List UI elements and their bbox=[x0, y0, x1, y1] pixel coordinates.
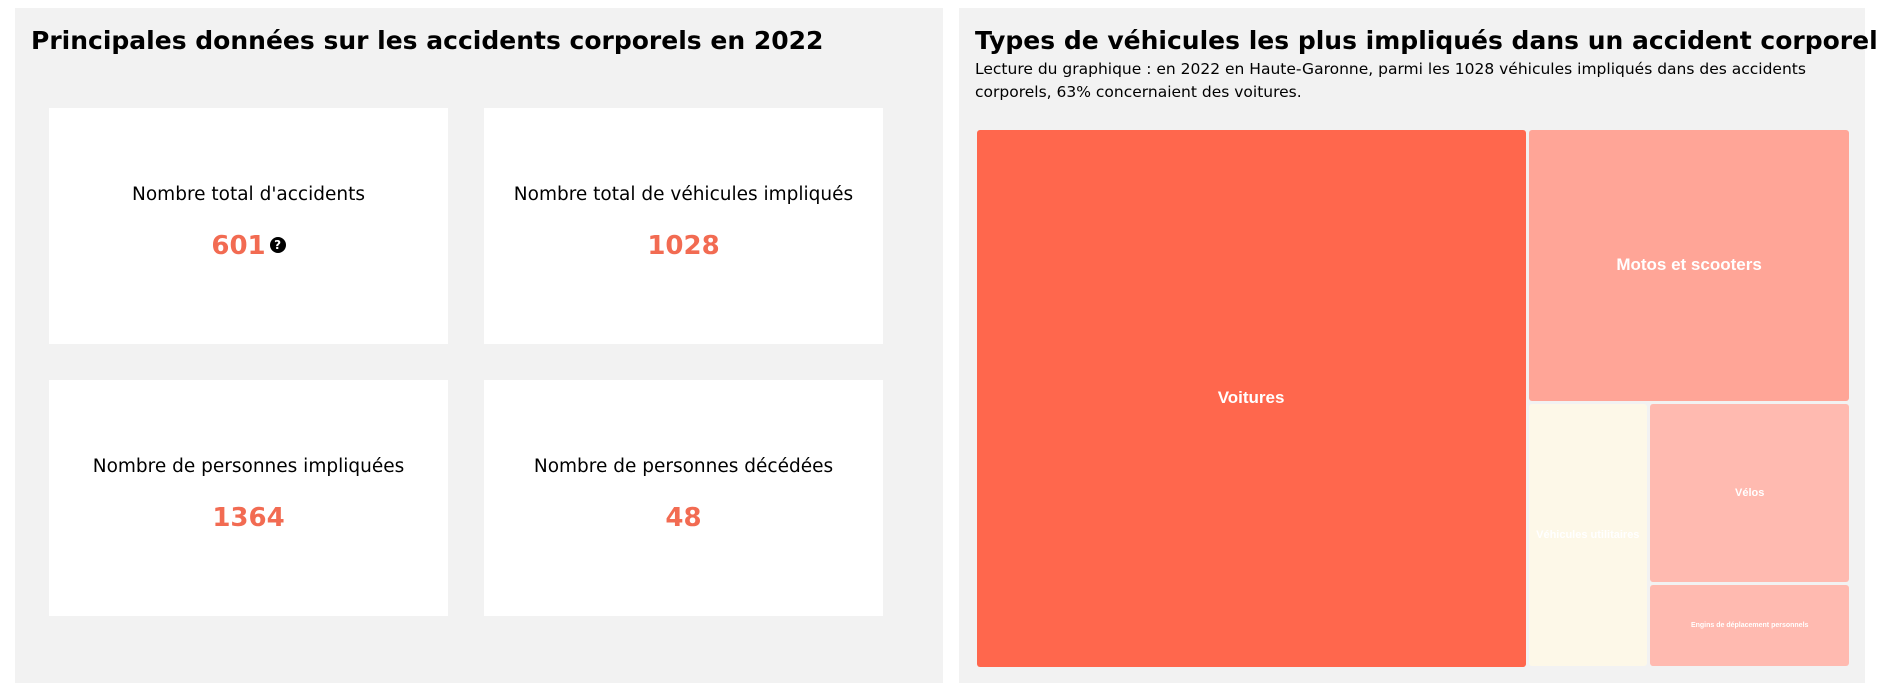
treemap-tile-label: Véhicules utilitaires bbox=[1536, 529, 1640, 542]
chart-title: Types de véhicules les plus impliqués da… bbox=[975, 26, 1878, 55]
treemap-tile-velos[interactable]: Vélos bbox=[1649, 403, 1850, 583]
kpi-value: 601 bbox=[211, 231, 266, 261]
key-figures-title: Principales données sur les accidents co… bbox=[31, 26, 824, 55]
treemap-tile-label: Motos et scooters bbox=[1616, 255, 1762, 275]
kpi-value-row: 48 bbox=[484, 503, 883, 533]
kpi-card-persons-deceased: Nombre de personnes décédées 48 bbox=[484, 380, 883, 616]
kpi-card-persons-involved: Nombre de personnes impliquées 1364 bbox=[49, 380, 448, 616]
treemap-tile-label: Voitures bbox=[1217, 388, 1285, 407]
treemap-tile-label: Engins de déplacement personnels bbox=[1690, 622, 1809, 630]
question-circle-icon[interactable]: ? bbox=[269, 237, 286, 253]
kpi-card-total-vehicles: Nombre total de véhicules impliqués 1028 bbox=[484, 108, 883, 344]
kpi-label: Nombre total d'accidents bbox=[132, 184, 365, 205]
vehicle-types-treemap: Voitures Motos et scooters Véhicules utili… bbox=[975, 128, 1851, 668]
kpi-card-total-accidents: Nombre total d'accidents 601? bbox=[49, 108, 448, 344]
kpi-label: Nombre de personnes impliquées bbox=[92, 456, 405, 477]
kpi-value: 1364 bbox=[212, 503, 285, 533]
kpi-label: Nombre total de véhicules impliqués bbox=[513, 184, 854, 205]
kpi-value: 1028 bbox=[647, 231, 720, 261]
kpi-value-row: 1364 bbox=[49, 503, 448, 533]
treemap-tile-voitures[interactable]: Voitures bbox=[976, 129, 1526, 667]
treemap-tile-engins-de-deplacement-personnels[interactable]: Engins de déplacement personnels bbox=[1649, 585, 1850, 667]
vehicle-types-panel: Types de véhicules les plus impliqués da… bbox=[959, 8, 1878, 683]
treemap-tile-label: Vélos bbox=[1735, 487, 1765, 500]
kpi-value-row: 1028 bbox=[484, 231, 883, 261]
key-figures-panel: Principales données sur les accidents co… bbox=[15, 8, 943, 683]
treemap-tile-motos-et-scooters[interactable]: Motos et scooters bbox=[1528, 129, 1850, 401]
kpi-value: 48 bbox=[665, 503, 702, 533]
kpi-value-row: 601? bbox=[49, 231, 448, 261]
kpi-label: Nombre de personnes décédées bbox=[533, 456, 834, 477]
chart-reading-note: Lecture du graphique : en 2022 en Haute-… bbox=[975, 60, 1806, 101]
treemap-tile-vehicules-utilitaires[interactable]: Véhicules utilitaires bbox=[1528, 403, 1647, 667]
